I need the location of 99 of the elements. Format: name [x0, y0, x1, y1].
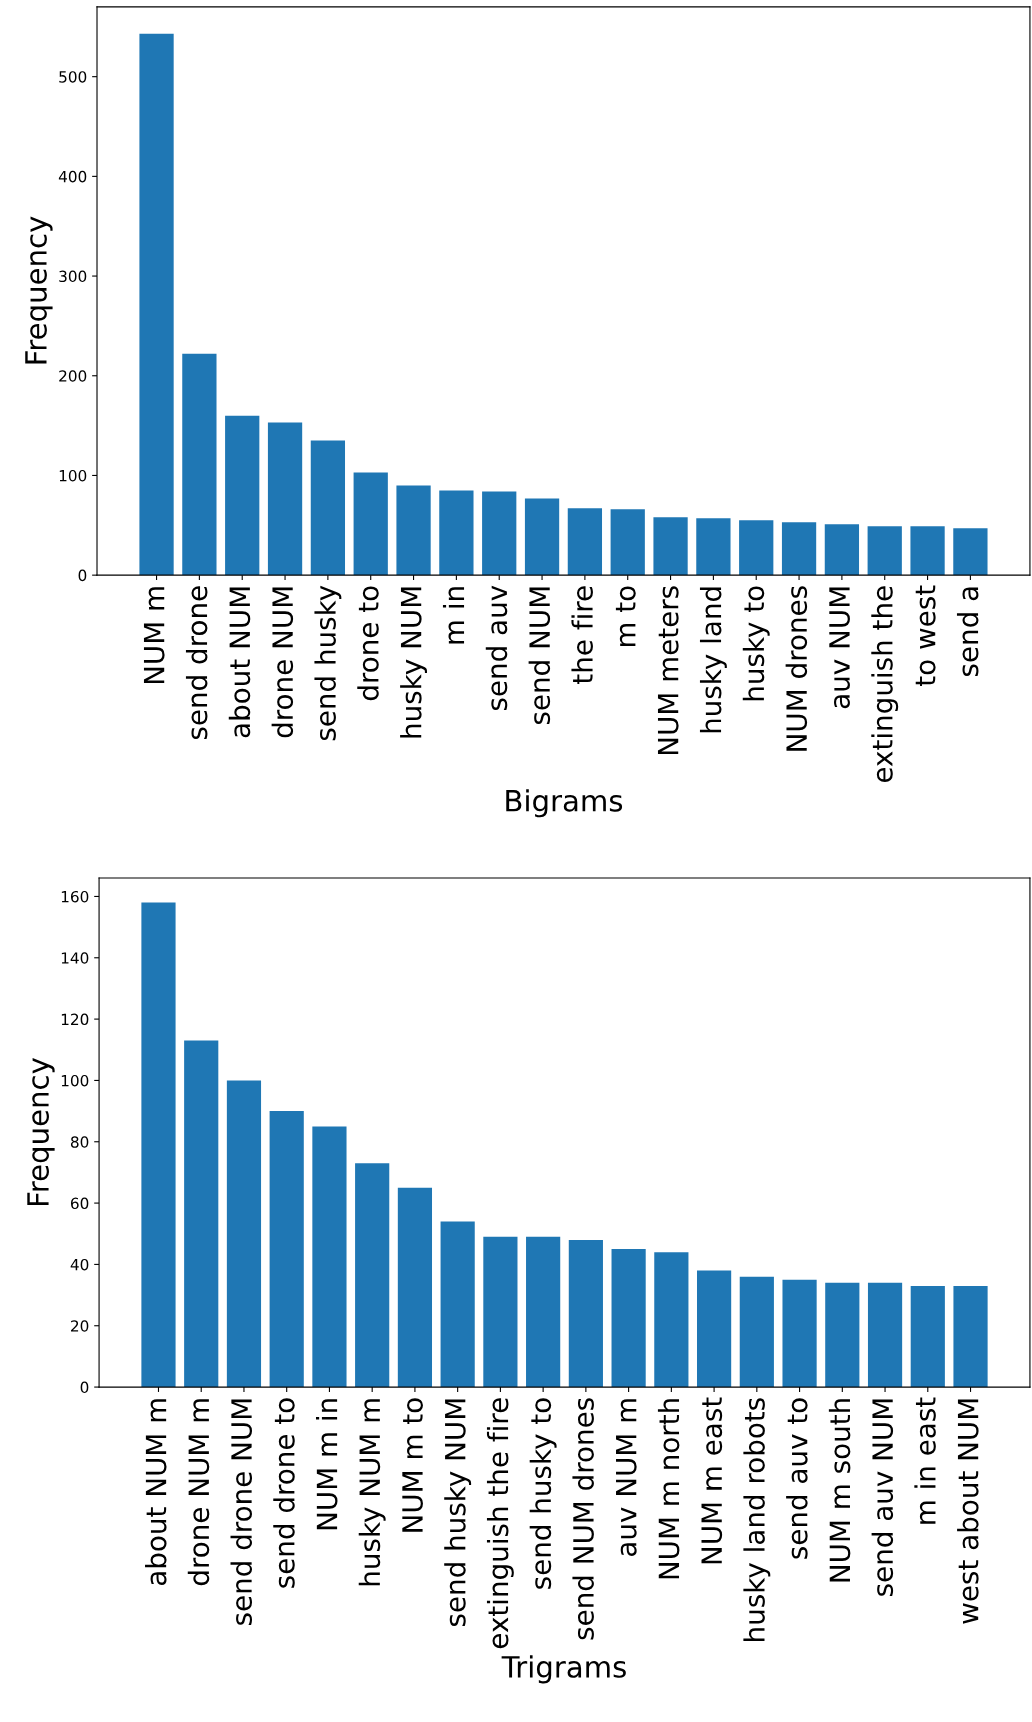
y-tick-label: 100 [61, 1074, 89, 1087]
x-tick-label: send husky [314, 585, 342, 741]
bar [953, 1285, 988, 1388]
y-tick-label: 40 [70, 1258, 89, 1271]
bar [781, 522, 817, 576]
y-tick-label: 100 [59, 469, 87, 482]
bar [355, 1163, 390, 1388]
x-axis-title: Bigrams [506, 789, 623, 818]
y-tick-label: 120 [61, 1013, 89, 1026]
bar [269, 1111, 304, 1388]
x-tick-label: to west [915, 585, 936, 687]
x-axis-title: Trigrams [501, 1655, 626, 1684]
bar [139, 33, 174, 576]
y-tick-label: 200 [59, 370, 87, 382]
x-tick-label: husky NUM m [358, 1399, 386, 1586]
x-tick-label: send auv to [786, 1398, 808, 1559]
bar [439, 490, 474, 576]
y-tick-label: 160 [61, 890, 89, 903]
x-tick-label: about NUM [228, 587, 251, 738]
bar [654, 1252, 689, 1388]
x-tick-label: extinguish the [871, 586, 899, 783]
y-tick-label: 500 [59, 71, 87, 83]
x-tick-label: send a [956, 587, 979, 677]
bar [739, 520, 774, 576]
x-tick-label: m to [615, 586, 636, 647]
x-tick-label: NUM m to [402, 1398, 423, 1532]
bar [482, 491, 517, 576]
x-tick-label: NUM m south [828, 1399, 851, 1582]
x-tick-label: send husky to [529, 1398, 557, 1589]
x-tick-label: NUM m [143, 587, 165, 684]
x-tick-label: send husky NUM [444, 1399, 472, 1627]
bar [267, 422, 303, 576]
bar [310, 440, 346, 576]
bar [396, 485, 431, 576]
x-tick-label: send drone [185, 586, 208, 740]
x-tick-label: send drone to [273, 1398, 295, 1588]
y-tick-label: 400 [58, 170, 87, 183]
x-tick-label: husky NUM [400, 587, 427, 738]
y-tick-label: 140 [61, 952, 89, 964]
bar [397, 1187, 433, 1388]
bar [653, 517, 688, 576]
bar [910, 1285, 945, 1388]
x-tick-label: drone to [357, 586, 379, 701]
x-tick-label: the fire [571, 586, 593, 684]
bar [226, 1080, 262, 1388]
x-tick-label: husky land [699, 587, 727, 733]
bar [953, 528, 988, 576]
x-tick-label: send NUM drones [572, 1398, 594, 1640]
bar [696, 518, 731, 576]
x-tick-label: send auv [485, 585, 508, 711]
x-tick-label: husky to [742, 586, 770, 701]
bar [524, 498, 560, 576]
bar [867, 526, 902, 576]
bar [141, 902, 176, 1388]
y-axis-title: Frequency [27, 1058, 55, 1206]
bar [867, 1282, 903, 1388]
bar [225, 415, 260, 576]
bar [353, 472, 388, 576]
x-tick-label: auv NUM m [616, 1399, 637, 1556]
y-tick-label: 80 [70, 1136, 89, 1148]
x-tick-label: auv NUM [829, 587, 850, 709]
bar [312, 1126, 347, 1388]
x-tick-label: m in [442, 587, 465, 644]
bar [184, 1040, 219, 1388]
bar [611, 1249, 646, 1388]
bar [739, 1276, 774, 1388]
bar [782, 1279, 817, 1388]
y-tick-label: 20 [71, 1320, 89, 1332]
y-tick-label: 0 [80, 1381, 89, 1394]
bar [567, 508, 603, 576]
x-tick-label: about NUM m [145, 1399, 167, 1586]
bar [825, 1282, 860, 1388]
bar [483, 1236, 518, 1388]
x-tick-label: west about NUM [957, 1399, 979, 1624]
y-tick-label: 300 [59, 270, 87, 283]
bar [610, 509, 645, 576]
x-tick-label: send drone NUM [230, 1399, 253, 1625]
bar [440, 1221, 475, 1388]
x-tick-label: send NUM [528, 587, 551, 725]
x-tick-label: m in east [914, 1397, 936, 1524]
x-tick-label: NUM meters [657, 586, 679, 755]
bar [824, 524, 860, 576]
bar [182, 353, 217, 576]
y-axis-title: Frequency [25, 216, 53, 364]
bar [697, 1270, 732, 1388]
x-tick-label: NUM m east [701, 1397, 723, 1564]
x-tick-label: NUM m in [316, 1399, 338, 1530]
y-tick-label: 60 [70, 1197, 89, 1210]
x-tick-label: NUM drones [785, 586, 808, 751]
x-tick-label: send auv NUM [871, 1399, 894, 1596]
bar [568, 1239, 603, 1388]
x-tick-label: extinguish the fire [486, 1398, 514, 1649]
x-tick-label: NUM m north [657, 1399, 680, 1579]
x-tick-label: drone NUM m [187, 1399, 210, 1586]
x-tick-label: drone NUM [271, 587, 294, 738]
x-tick-label: husky land robots [743, 1398, 771, 1641]
bar [526, 1236, 561, 1388]
y-tick-label: 0 [78, 569, 87, 582]
bar [910, 526, 945, 576]
